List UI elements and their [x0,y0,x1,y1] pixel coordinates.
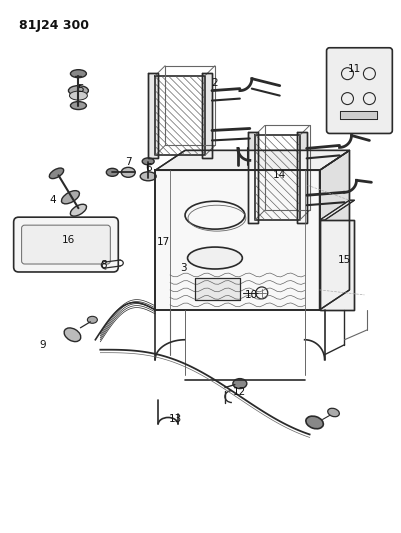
Text: 6: 6 [145,163,152,173]
Polygon shape [320,150,350,310]
Text: 2: 2 [212,78,218,87]
Polygon shape [148,72,158,158]
Text: 16: 16 [62,235,75,245]
Text: 4: 4 [49,195,56,205]
Polygon shape [155,171,320,310]
Ellipse shape [71,70,86,78]
Text: 7: 7 [125,157,132,167]
Polygon shape [320,200,354,220]
FancyBboxPatch shape [326,48,392,133]
Ellipse shape [188,247,242,269]
Polygon shape [340,110,377,118]
Ellipse shape [306,416,323,429]
FancyBboxPatch shape [14,217,118,272]
Text: 9: 9 [39,340,46,350]
Polygon shape [320,220,354,310]
Polygon shape [248,133,258,223]
Ellipse shape [64,328,81,342]
Ellipse shape [69,91,87,100]
Text: 17: 17 [156,237,170,247]
Ellipse shape [185,201,245,229]
Ellipse shape [233,378,247,389]
Text: 11: 11 [348,63,361,74]
Ellipse shape [142,158,154,165]
Text: 15: 15 [338,255,351,265]
Text: 3: 3 [180,263,186,273]
Ellipse shape [61,191,79,204]
Ellipse shape [140,172,156,181]
Ellipse shape [121,167,135,177]
Polygon shape [195,278,240,300]
Text: 8: 8 [100,260,107,270]
FancyBboxPatch shape [22,225,110,264]
Ellipse shape [70,204,87,216]
Polygon shape [297,133,307,223]
Ellipse shape [328,408,339,417]
Ellipse shape [69,86,88,95]
Polygon shape [202,72,212,158]
Text: 81J24 300: 81J24 300 [18,19,89,32]
Ellipse shape [49,168,64,179]
Text: 14: 14 [273,171,286,180]
Polygon shape [155,150,350,171]
Text: 12: 12 [233,386,247,397]
Text: 10: 10 [245,290,258,300]
Text: 13: 13 [168,415,182,424]
Text: 5: 5 [77,84,84,94]
Ellipse shape [71,102,86,110]
Ellipse shape [87,316,97,324]
Ellipse shape [106,168,118,176]
